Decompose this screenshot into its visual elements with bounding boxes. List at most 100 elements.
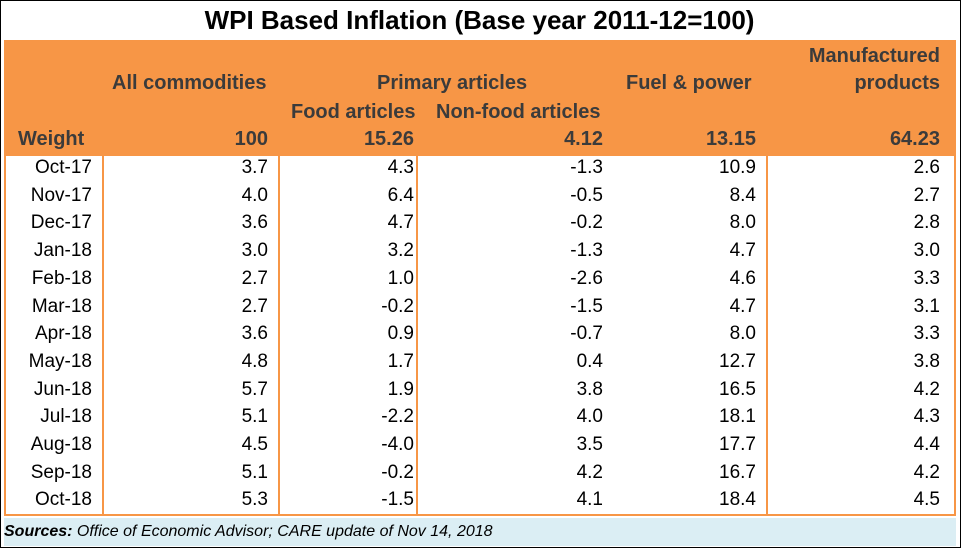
cell-all-commodities: 5.1	[241, 406, 268, 428]
cell-food-articles: 4.3	[387, 157, 414, 178]
header-food-articles: Food articles	[291, 101, 416, 123]
sources-footer: Sources: Office of Economic Advisor; CAR…	[4, 518, 956, 546]
cell-non-food-articles: 4.0	[576, 406, 603, 428]
cell-all-commodities: 3.6	[241, 212, 268, 234]
cell-manufactured: 3.3	[913, 267, 940, 289]
table-row: Sep-18 5.1 -0.2 4.2 16.7 4.2	[4, 459, 956, 487]
row-month: Apr-18	[34, 323, 92, 345]
weight-fuel-power: 13.15	[705, 128, 756, 150]
cell-all-commodities: 4.0	[241, 184, 268, 206]
cell-all-commodities: 3.7	[241, 157, 268, 178]
cell-manufactured: 2.6	[913, 157, 940, 178]
row-month: Mar-18	[31, 295, 92, 317]
cell-non-food-articles: 4.2	[576, 461, 603, 483]
cell-manufactured: 4.3	[913, 406, 940, 428]
column-divider	[102, 154, 104, 516]
cell-fuel-power: 4.6	[729, 267, 756, 289]
table-row: Oct-17 3.7 4.3 -1.3 10.9 2.6	[4, 154, 956, 182]
cell-all-commodities: 5.7	[241, 378, 268, 400]
table-title: WPI Based Inflation (Base year 2011-12=1…	[204, 5, 755, 35]
cell-food-articles: 1.7	[387, 350, 414, 372]
cell-manufactured: 2.8	[913, 212, 940, 234]
cell-all-commodities: 3.6	[241, 323, 268, 345]
header-all-commodities: All commodities	[112, 72, 267, 94]
cell-food-articles: 1.9	[387, 378, 414, 400]
cell-all-commodities: 5.3	[241, 489, 268, 511]
cell-non-food-articles: -1.3	[570, 240, 603, 262]
weight-food-articles: 15.26	[363, 128, 414, 150]
cell-non-food-articles: -1.3	[570, 157, 603, 178]
cell-fuel-power: 8.4	[729, 184, 756, 206]
table-row: Apr-18 3.6 0.9 -0.7 8.0 3.3	[4, 320, 956, 348]
cell-fuel-power: 17.7	[719, 434, 756, 455]
cell-fuel-power: 4.7	[729, 240, 756, 262]
table-row: May-18 4.8 1.7 0.4 12.7 3.8	[4, 348, 956, 376]
cell-food-articles: 0.9	[387, 323, 414, 345]
cell-manufactured: 3.1	[913, 295, 940, 317]
header-non-food-articles: Non-food articles	[436, 101, 601, 123]
row-month: Dec-17	[30, 212, 92, 234]
column-divider	[766, 154, 768, 516]
weight-all-commodities: 100	[234, 128, 268, 150]
cell-fuel-power: 16.7	[719, 461, 756, 483]
table-border-top	[4, 154, 956, 156]
header-manufactured-line1: Manufactured	[808, 45, 940, 67]
table-border-bottom	[4, 514, 956, 516]
row-month: Jan-18	[33, 240, 92, 262]
table-row: Aug-18 4.5 -4.0 3.5 17.7 4.4	[4, 431, 956, 459]
cell-food-articles: -0.2	[381, 461, 414, 483]
cell-fuel-power: 8.0	[729, 212, 756, 234]
row-month: Oct-18	[34, 489, 92, 511]
cell-food-articles: -4.0	[381, 434, 414, 455]
cell-food-articles: -2.2	[381, 406, 414, 428]
cell-food-articles: -1.5	[381, 489, 414, 511]
row-month: Oct-17	[34, 157, 92, 178]
cell-non-food-articles: 4.1	[576, 489, 603, 511]
table-row: Feb-18 2.7 1.0 -2.6 4.6 3.3	[4, 265, 956, 293]
cell-manufactured: 3.8	[913, 350, 940, 372]
cell-food-articles: 3.2	[387, 240, 414, 262]
cell-non-food-articles: -0.2	[570, 212, 603, 234]
column-divider	[278, 154, 280, 516]
cell-manufactured: 2.7	[913, 184, 940, 206]
cell-non-food-articles: -2.6	[570, 267, 603, 289]
row-month: Nov-17	[30, 184, 92, 206]
table-row: Jul-18 5.1 -2.2 4.0 18.1 4.3	[4, 403, 956, 431]
cell-manufactured: 4.2	[913, 378, 940, 400]
row-month: May-18	[28, 350, 92, 372]
weight-label: Weight	[18, 128, 85, 150]
cell-non-food-articles: -1.5	[570, 295, 603, 317]
cell-manufactured: 4.4	[913, 434, 940, 455]
cell-non-food-articles: -0.7	[570, 323, 603, 345]
cell-all-commodities: 4.5	[241, 434, 268, 455]
header-manufactured-line2: products	[854, 72, 940, 94]
row-month: Jun-18	[33, 378, 92, 400]
cell-fuel-power: 8.0	[729, 323, 756, 345]
cell-fuel-power: 18.4	[719, 489, 756, 511]
cell-all-commodities: 2.7	[241, 267, 268, 289]
table-row: Jan-18 3.0 3.2 -1.3 4.7 3.0	[4, 237, 956, 265]
column-divider	[4, 154, 6, 516]
cell-fuel-power: 12.7	[719, 350, 756, 372]
weight-non-food-articles: 4.12	[564, 128, 603, 150]
row-month: Feb-18	[31, 267, 92, 289]
header-fuel-power: Fuel & power	[626, 72, 752, 94]
cell-fuel-power: 10.9	[719, 157, 756, 178]
cell-fuel-power: 4.7	[729, 295, 756, 317]
cell-food-articles: 1.0	[387, 267, 414, 289]
cell-food-articles: -0.2	[381, 295, 414, 317]
table-header: All commodities Primary articles Food ar…	[4, 40, 956, 154]
header-primary-articles: Primary articles	[377, 72, 528, 94]
table-row: Nov-17 4.0 6.4 -0.5 8.4 2.7	[4, 182, 956, 210]
row-month: Sep-18	[30, 461, 92, 483]
cell-manufactured: 4.2	[913, 461, 940, 483]
cell-manufactured: 3.0	[913, 240, 940, 262]
cell-all-commodities: 3.0	[241, 240, 268, 262]
cell-non-food-articles: -0.5	[570, 184, 603, 206]
column-divider	[416, 154, 418, 516]
table-row: Jun-18 5.7 1.9 3.8 16.5 4.2	[4, 376, 956, 404]
cell-fuel-power: 18.1	[719, 406, 756, 428]
table-body: Oct-17 3.7 4.3 -1.3 10.9 2.6 Nov-17 4.0 6.4 -0.5 8…	[4, 154, 956, 516]
cell-manufactured: 3.3	[913, 323, 940, 345]
cell-manufactured: 4.5	[913, 489, 940, 511]
